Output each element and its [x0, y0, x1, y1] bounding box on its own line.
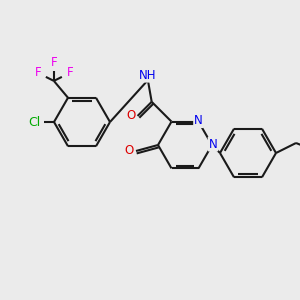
Text: NH: NH: [139, 69, 157, 82]
Text: O: O: [124, 145, 134, 158]
Text: Cl: Cl: [28, 116, 40, 128]
Text: F: F: [67, 66, 73, 80]
Text: O: O: [126, 110, 135, 122]
Text: N: N: [194, 114, 203, 127]
Text: F: F: [34, 66, 41, 80]
Text: N: N: [208, 137, 217, 151]
Text: F: F: [50, 56, 57, 69]
